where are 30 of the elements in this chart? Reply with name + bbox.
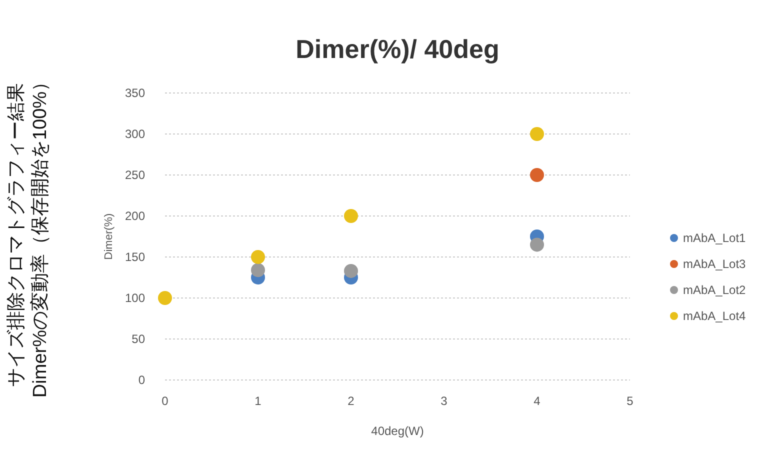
x-tick-label: 1 — [254, 394, 262, 408]
point — [344, 264, 358, 278]
legend-label: mAbA_Lot2 — [683, 283, 746, 297]
y-axis-title: Dimer(%) — [103, 213, 115, 260]
text: サイズ排除クロマトグラフィー結果 Dimer%の変動率（保存開始を100%） — [6, 72, 51, 398]
y-tick-label: 300 — [124, 127, 146, 141]
point — [530, 238, 544, 252]
legend-label: mAbA_Lot1 — [683, 231, 746, 245]
x-tick-label: 2 — [348, 394, 355, 408]
y-tick-label: 200 — [124, 209, 146, 223]
point — [251, 263, 265, 278]
point — [530, 168, 544, 182]
x-tick-label: 0 — [162, 394, 169, 408]
point — [344, 209, 358, 223]
x-tick-label: 5 — [626, 394, 634, 408]
point — [158, 291, 172, 305]
legend-label: mAbA_Lot4 — [683, 309, 746, 323]
x-tick-label: 4 — [534, 394, 541, 408]
y-tick-label: 100 — [124, 291, 146, 305]
y-tick-label: 150 — [124, 250, 146, 264]
x-tick-label: 3 — [440, 394, 448, 408]
y-tick-label: 0 — [138, 373, 146, 387]
x-axis-title: 40deg(W) — [371, 424, 424, 438]
legend-label: mAbA_Lot3 — [683, 257, 746, 271]
y-tick-label: 50 — [132, 332, 146, 346]
chart-title: Dimer(%)/ 40deg — [296, 34, 500, 64]
point — [251, 250, 265, 264]
point — [530, 127, 544, 141]
y-tick-label: 250 — [124, 168, 146, 182]
y-tick-label: 350 — [124, 86, 146, 100]
